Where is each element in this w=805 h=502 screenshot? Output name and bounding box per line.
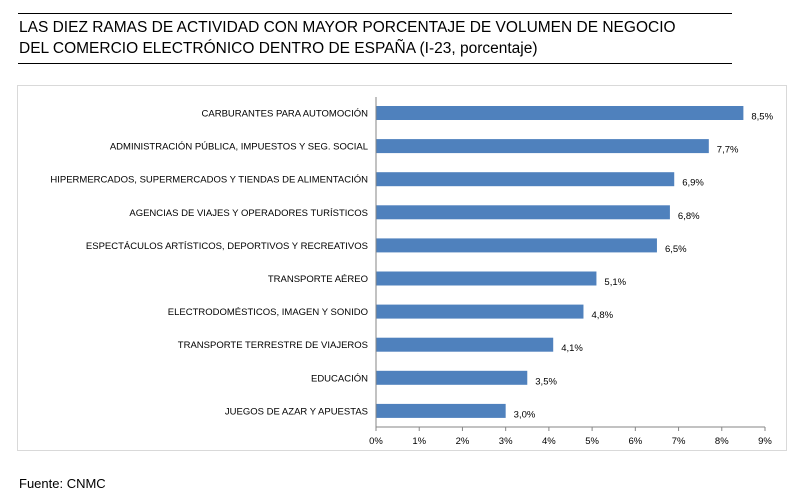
data-label: 5,1% [604,277,626,288]
x-tick-label: 4% [542,436,556,447]
bar [376,205,670,220]
x-tick-label: 3% [499,436,513,447]
x-tick-label: 6% [628,436,642,447]
category-label: AGENCIAS DE VIAJES Y OPERADORES TURÍSTIC… [129,208,368,219]
data-label: 3,0% [514,409,536,420]
data-label: 6,5% [665,244,687,255]
category-label: EDUCACIÓN [311,373,368,384]
title-top-rule [18,13,732,14]
bar [376,271,597,286]
category-label: HIPERMERCADOS, SUPERMERCADOS Y TIENDAS D… [50,175,368,186]
chart-title: LAS DIEZ RAMAS DE ACTIVIDAD CON MAYOR PO… [19,17,739,59]
bar [376,370,528,385]
x-tick-label: 9% [758,436,772,447]
category-label: ELECTRODOMÉSTICOS, IMAGEN Y SONIDO [168,307,368,318]
bar [376,337,554,352]
category-label: TRANSPORTE AÉREO [268,274,368,285]
category-label: ESPECTÁCULOS ARTÍSTICOS, DEPORTIVOS Y RE… [86,241,368,252]
x-tick-label: 1% [412,436,426,447]
x-tick-label: 7% [672,436,686,447]
source-note: Fuente: CNMC [19,476,106,491]
bar [376,304,584,319]
category-label: ADMINISTRACIÓN PÚBLICA, IMPUESTOS Y SEG.… [110,142,368,153]
bar [376,106,744,120]
x-tick-label: 0% [369,436,383,447]
data-label: 4,8% [591,310,613,321]
data-label: 6,9% [682,178,704,189]
chart-title-line-1: LAS DIEZ RAMAS DE ACTIVIDAD CON MAYOR PO… [19,19,676,36]
category-label: TRANSPORTE TERRESTRE DE VIAJEROS [178,340,368,351]
data-label: 8,5% [751,112,773,123]
bar [376,238,657,253]
title-bottom-rule [18,63,732,64]
x-tick-label: 5% [585,436,599,447]
data-label: 3,5% [535,376,557,387]
bar [376,139,709,154]
category-label: JUEGOS DE AZAR Y APUESTAS [225,406,368,417]
bar-chart: CARBURANTES PARA AUTOMOCIÓN 8,5% ADMINISTR… [50,97,774,447]
chart-frame [17,85,787,451]
x-tick-label: 2% [456,436,470,447]
bar [376,403,506,418]
chart-title-line-2: DEL COMERCIO ELECTRÓNICO DENTRO DE ESPAÑ… [19,40,538,57]
bar [376,172,675,187]
data-label: 6,8% [678,211,700,222]
x-tick-label: 8% [715,436,729,447]
data-label: 4,1% [561,343,583,354]
category-label: CARBURANTES PARA AUTOMOCIÓN [202,109,369,120]
data-label: 7,7% [717,145,739,156]
